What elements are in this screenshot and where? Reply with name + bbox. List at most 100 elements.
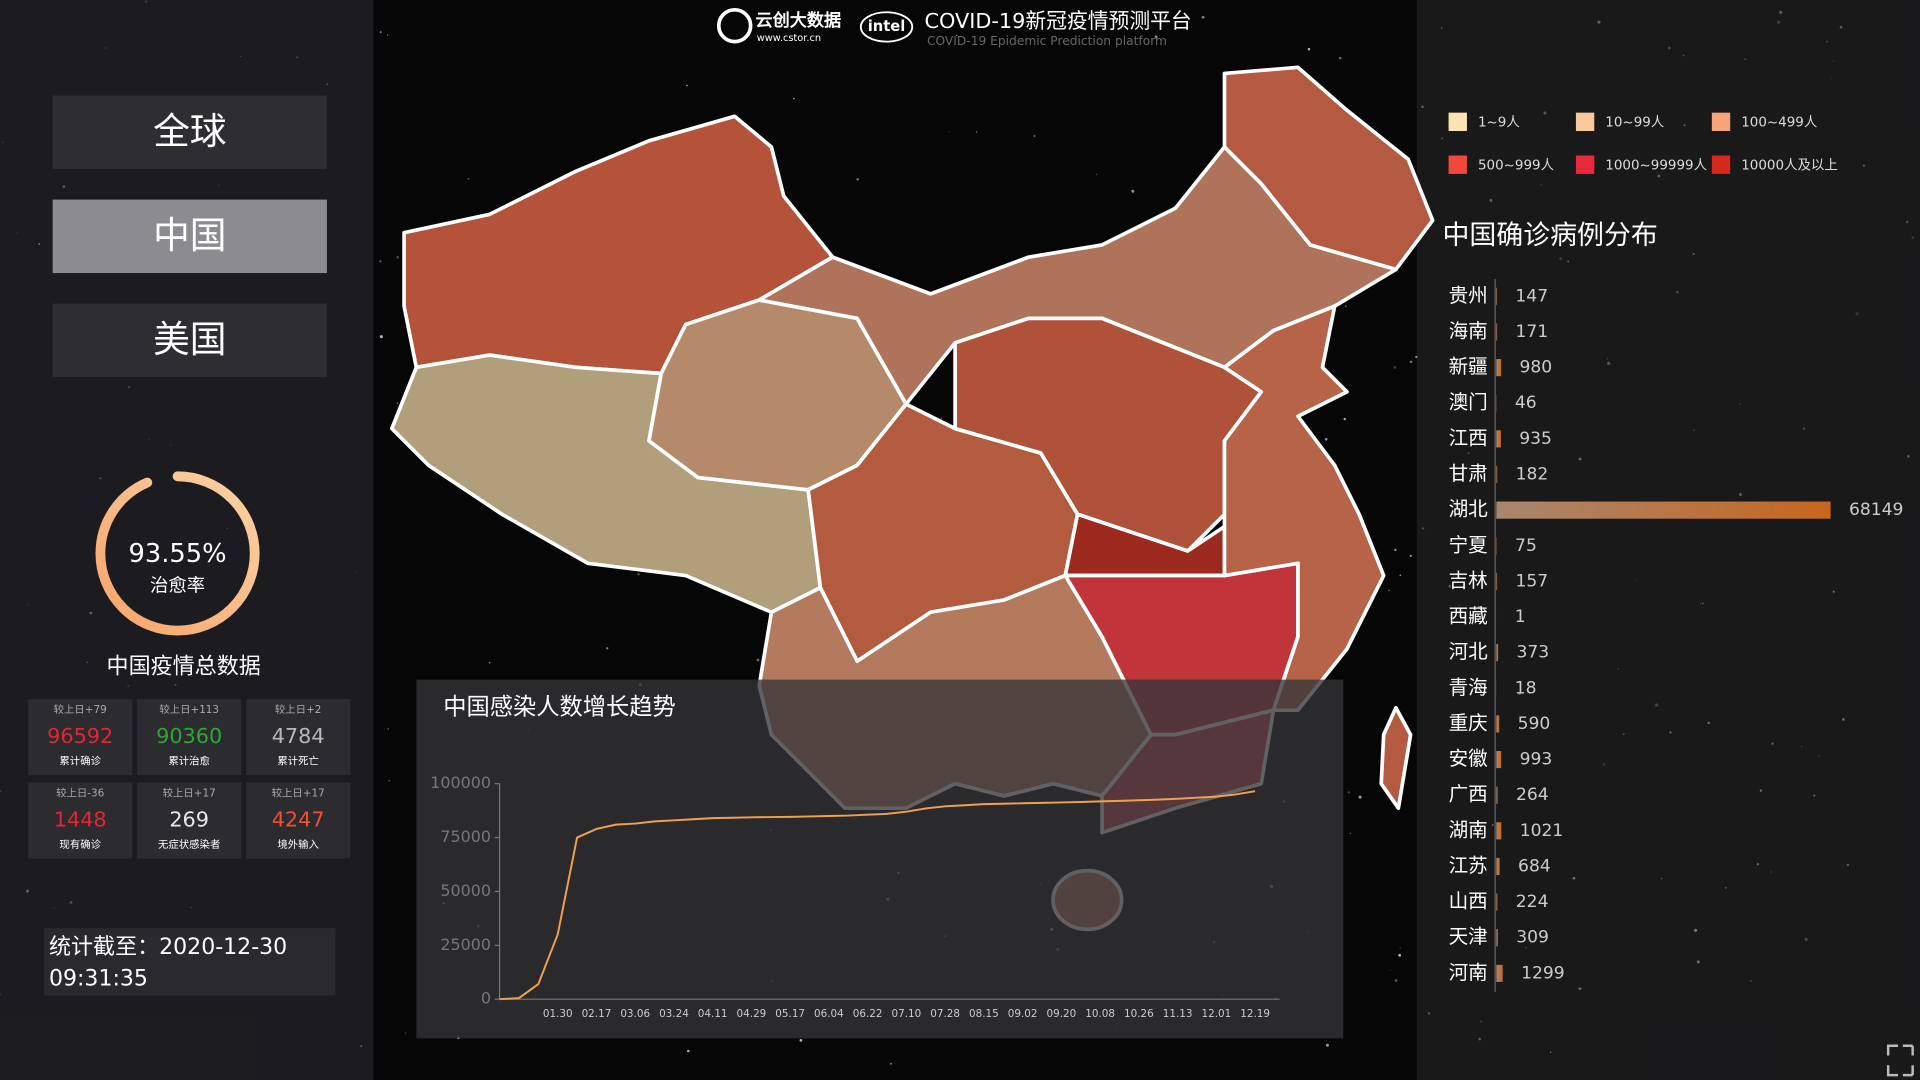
star (637, 573, 640, 576)
legend-swatch (1575, 112, 1595, 132)
x-tick-label: 07.28 (930, 1008, 960, 1020)
legend-label: 1~9人 (1478, 114, 1520, 130)
star (1855, 312, 1859, 316)
category-label: 西藏 (1449, 605, 1488, 628)
y-tick-label: 100000 (430, 773, 491, 792)
stat-value: 4247 (272, 807, 325, 831)
stat-label: 累计确诊 (59, 755, 101, 768)
nav-button[interactable] (52, 303, 327, 378)
region (1379, 705, 1413, 810)
star (1458, 330, 1461, 333)
legend-swatch (1575, 155, 1595, 174)
category-label: 安徽 (1449, 747, 1489, 770)
timestamp-time: 09:31:35 (49, 967, 148, 992)
category-label: 海南 (1449, 319, 1488, 342)
bar (1496, 323, 1498, 341)
fullscreen-icon[interactable] (1886, 1044, 1914, 1077)
x-tick-label: 11.13 (1163, 1008, 1193, 1020)
value-label: 1021 (1520, 821, 1564, 841)
star (1409, 360, 1413, 364)
star (1550, 1051, 1552, 1053)
nav-label[interactable]: 美国 (153, 318, 226, 361)
star (1756, 863, 1760, 866)
star (1095, 173, 1098, 176)
value-label: 980 (1520, 358, 1553, 378)
value-label: 18 (1515, 678, 1537, 698)
stat-delta: 较上日+113 (159, 703, 219, 716)
star (1683, 124, 1686, 127)
star (1724, 886, 1727, 889)
timestamp-line: 统计截至：2020-12-30 (49, 935, 287, 960)
category-label: 甘肃 (1449, 462, 1488, 485)
star (1525, 947, 1527, 949)
stat-cell (137, 782, 242, 859)
nav-button[interactable] (52, 95, 327, 169)
star (1491, 824, 1494, 827)
star (1567, 260, 1570, 263)
value-label: 182 (1516, 464, 1549, 484)
bar (1496, 572, 1498, 590)
category-label: 青海 (1449, 676, 1488, 699)
nav-label[interactable]: 中国 (153, 214, 226, 257)
star (379, 260, 382, 263)
chart-title: 中国感染人数增长趋势 (443, 693, 676, 720)
star (379, 335, 383, 339)
stat-delta: 较上日+79 (54, 703, 107, 716)
star (1427, 1012, 1431, 1015)
star (1842, 718, 1845, 721)
star (1707, 721, 1710, 725)
stat-cell (137, 699, 242, 776)
chart-title: 中国确诊病例分布 (1442, 220, 1657, 251)
stat-cell (246, 699, 351, 776)
brand-name: 云创大数据 (756, 10, 842, 31)
star (1343, 417, 1346, 421)
region (1222, 65, 1435, 272)
star (686, 84, 688, 87)
page-title: COVID-19新冠疫情预测平台 (924, 9, 1191, 33)
star (1832, 590, 1835, 593)
partner-name: intel (868, 18, 906, 35)
bar (1496, 715, 1500, 733)
category-label: 吉林 (1449, 569, 1488, 592)
star (396, 255, 399, 259)
star (1324, 437, 1328, 441)
star (1886, 514, 1889, 516)
y-tick-label: 50000 (440, 881, 491, 900)
stat-value: 1448 (54, 807, 107, 831)
x-tick-label: 12.01 (1201, 1008, 1231, 1020)
y-tick-label: 25000 (440, 935, 491, 954)
legend-swatch (1711, 112, 1731, 132)
star (1750, 980, 1752, 982)
star (387, 728, 390, 730)
bar (1496, 430, 1501, 448)
stat-label: 境外输入 (277, 838, 319, 851)
stat-cell (246, 782, 351, 859)
bar (1496, 287, 1498, 305)
legend-label: 500~999人 (1478, 157, 1554, 173)
star (1349, 832, 1352, 835)
partner-logo (859, 11, 914, 43)
star (1467, 452, 1470, 454)
star (856, 178, 859, 181)
star (1388, 589, 1390, 592)
star (1702, 602, 1704, 605)
nav-label[interactable]: 全球 (153, 110, 226, 153)
star (1399, 574, 1402, 577)
x-tick-label: 05.17 (775, 1008, 805, 1020)
recovery-ring (95, 471, 260, 636)
star (1578, 457, 1582, 461)
star (1597, 20, 1601, 24)
fullscreen-glyph[interactable] (1886, 1044, 1914, 1077)
category-label: 河北 (1449, 640, 1489, 663)
star (1694, 928, 1698, 932)
star (1344, 305, 1347, 308)
star (1839, 25, 1843, 29)
value-label: 264 (1516, 785, 1549, 805)
x-tick-label: 07.10 (892, 1008, 922, 1020)
nav-button[interactable] (52, 199, 327, 274)
star (1813, 794, 1816, 797)
x-tick-label: 04.11 (698, 1008, 728, 1020)
x-tick-label: 10.26 (1124, 1008, 1154, 1020)
star (1477, 605, 1481, 609)
star (1759, 789, 1763, 792)
